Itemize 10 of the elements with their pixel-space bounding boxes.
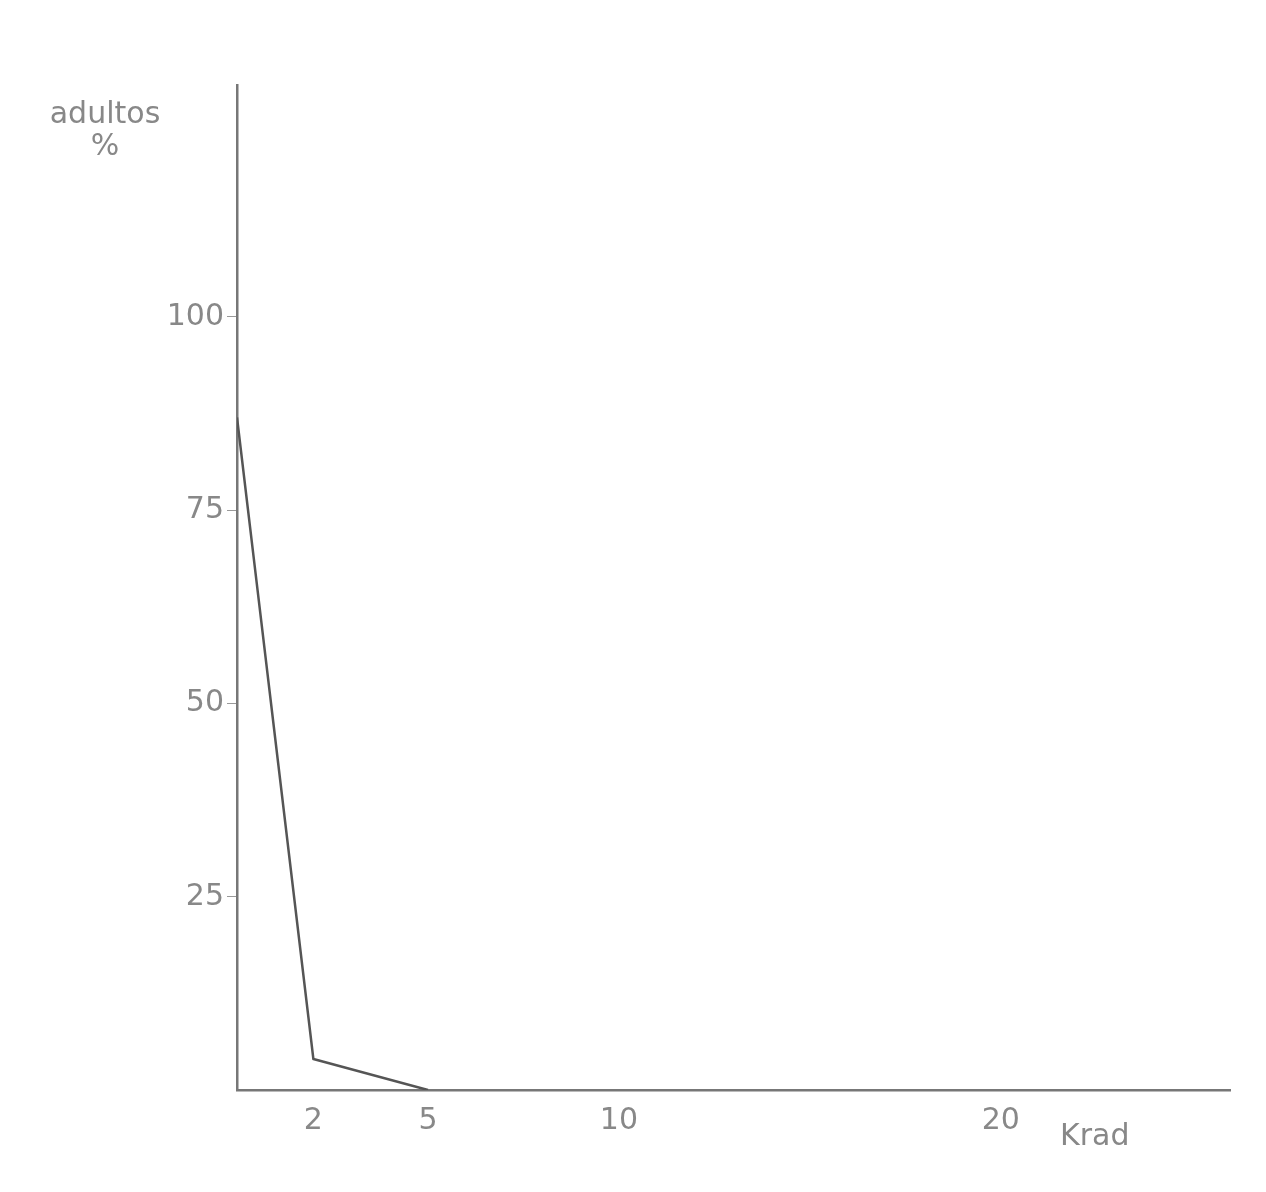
x-tick-label: 5 [418, 1100, 438, 1136]
x-tick-label: 10 [599, 1100, 639, 1136]
x-tick-label: 20 [981, 1100, 1020, 1136]
x-axis-title: Krad [1060, 1116, 1130, 1152]
y-axis-title: adultos % [49, 94, 161, 162]
x-tick-label: 2 [303, 1100, 323, 1136]
y-tick-label: 100 [166, 296, 224, 332]
y-tick-label: 50 [185, 683, 224, 719]
y-tick-label: 75 [185, 489, 224, 525]
y-tick-label: 25 [185, 876, 224, 912]
